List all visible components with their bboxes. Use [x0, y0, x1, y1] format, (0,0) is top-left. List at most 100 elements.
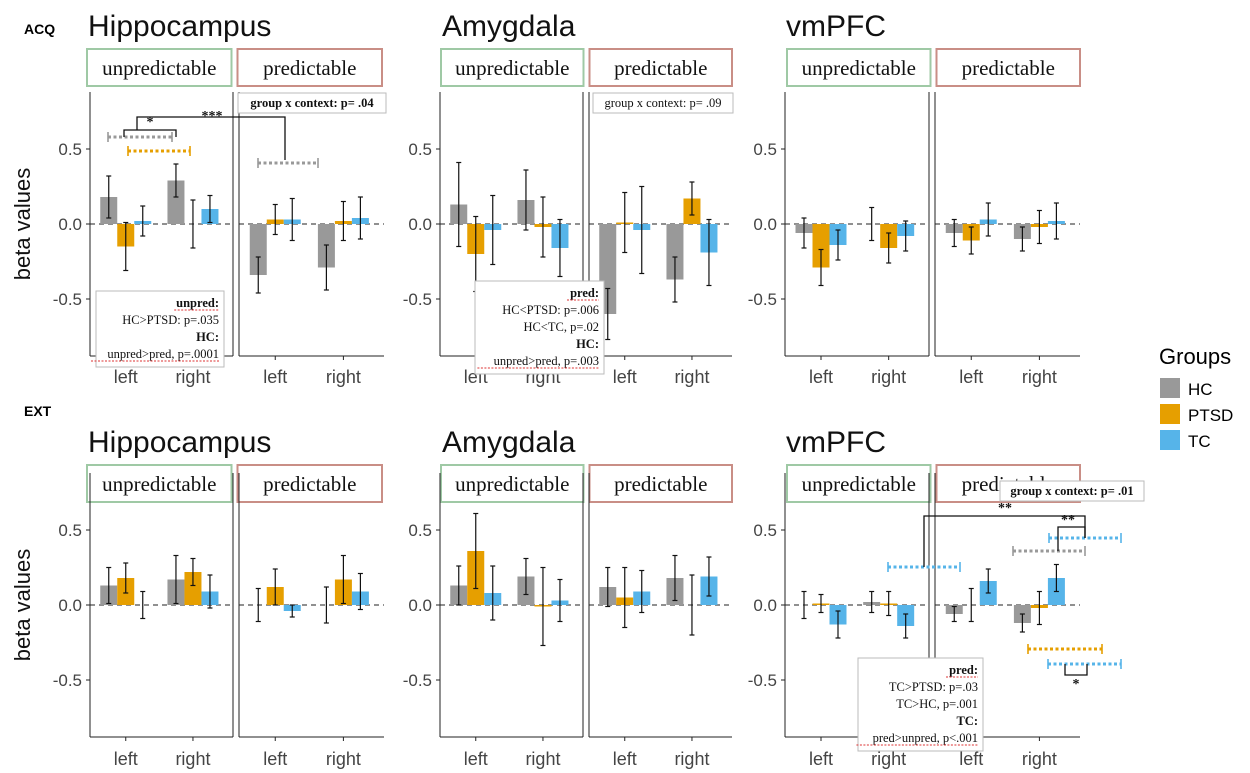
annotation-box: unpred: HC>PTSD: p=.035 HC: unpred>pred, p=…: [91, 290, 225, 368]
context-header-predictable: [935, 48, 1081, 87]
x-tick-label: left: [959, 367, 983, 387]
context-header-predictable: [236, 48, 383, 87]
annotation-line: group x context: p= .04: [250, 96, 374, 110]
bar-hc: [249, 224, 267, 275]
context-label-predictable: predictable: [962, 56, 1055, 80]
context-label-unpredictable: unpredictable: [802, 56, 916, 80]
legend-label-tc: TC: [1188, 432, 1211, 451]
annotation-line: HC:: [196, 330, 219, 344]
annotation-box: pred: HC<PTSD: p=.006 HC<TC, p=.02 HC: unpre…: [474, 280, 605, 375]
x-tick-label: left: [809, 367, 833, 387]
x-tick-label: right: [326, 367, 361, 387]
context-header-unpredictable: [786, 464, 932, 503]
panels: Hippocampus unpredictable predictable -0.5 0…: [10, 10, 1081, 769]
x-tick-label: right: [175, 749, 210, 769]
bar-hc: [666, 224, 684, 280]
y-tick-label: -0.5: [748, 671, 777, 690]
legend-swatch-tc: [1160, 430, 1180, 450]
y-tick-label: -0.5: [53, 671, 82, 690]
x-tick-label: right: [871, 367, 906, 387]
context-label-unpredictable: unpredictable: [802, 472, 916, 496]
annotation-box: group x context: p= .04: [237, 92, 387, 114]
significance-double-star: **: [1061, 513, 1075, 528]
annotation-line: unpred>pred, p=.003: [494, 354, 599, 368]
y-axis-label: beta values: [10, 549, 35, 662]
panel-ext-hippocampus: Hippocampus unpredictable predictable -0.5 0…: [10, 426, 384, 769]
annotation-line: pred>unpred, p<.001: [873, 731, 978, 745]
x-tick-label: right: [871, 749, 906, 769]
annotation-line: unpred:: [176, 296, 219, 310]
x-tick-label: right: [525, 749, 560, 769]
context-label-unpredictable: unpredictable: [102, 56, 216, 80]
context-label-predictable: predictable: [614, 472, 707, 496]
bracket-lower: [1064, 664, 1088, 676]
legend-title: Groups: [1159, 344, 1231, 369]
bar-ptsd: [812, 224, 830, 268]
y-tick-label: 0.5: [408, 140, 432, 159]
x-tick-label: left: [613, 367, 637, 387]
context-header-predictable: [588, 48, 733, 87]
significance-double-star: **: [998, 501, 1012, 516]
y-tick-label: 0.5: [753, 521, 777, 540]
x-tick-label: right: [175, 367, 210, 387]
bracket-lateral: [1057, 526, 1086, 551]
annotation-line: group x context: p= .01: [1010, 484, 1133, 498]
annotation-line: TC:: [956, 714, 978, 728]
context-label-unpredictable: unpredictable: [455, 56, 569, 80]
x-tick-label: right: [326, 749, 361, 769]
x-tick-label: left: [809, 749, 833, 769]
legend-swatch-ptsd: [1160, 404, 1180, 424]
annotation-line: pred:: [949, 663, 978, 677]
y-tick-label: 0.5: [58, 140, 82, 159]
panel-acq-amygdala: Amygdala unpredictable predictable -0.5 0.0 0…: [403, 10, 733, 387]
x-tick-label: left: [114, 749, 138, 769]
x-tick-label: left: [613, 749, 637, 769]
x-tick-label: left: [114, 367, 138, 387]
context-header-unpredictable: [440, 48, 585, 87]
context-label-predictable: predictable: [263, 472, 356, 496]
x-tick-label: right: [674, 367, 709, 387]
y-tick-label: -0.5: [53, 290, 82, 309]
annotation-line: TC>PTSD: p=.03: [889, 680, 978, 694]
x-tick-label: right: [1022, 367, 1057, 387]
legend-label-ptsd: PTSD: [1188, 406, 1233, 425]
panel-title: Hippocampus: [88, 10, 271, 43]
significance-triple-star: ***: [202, 109, 223, 124]
annotation-line: pred:: [570, 286, 599, 300]
significance-star: *: [147, 115, 154, 130]
panel-title: vmPFC: [786, 10, 886, 43]
annotation-line: HC>PTSD: p=.035: [122, 313, 219, 327]
annotation-line: TC>HC, p=.001: [896, 697, 978, 711]
context-header-unpredictable: [86, 464, 233, 503]
context-label-unpredictable: unpredictable: [102, 472, 216, 496]
annotation-box: group x context: p= .09: [592, 92, 734, 114]
annotation-frame: [95, 290, 225, 368]
y-tick-label: 0.0: [753, 596, 777, 615]
y-tick-label: -0.5: [748, 290, 777, 309]
legend-swatch-hc: [1160, 378, 1180, 398]
bracket-triple-star: [136, 116, 286, 160]
annotation-frame: [857, 657, 984, 752]
bar-hc: [167, 180, 185, 224]
significance-overlays: group x context: p= .04 unpred: HC>PTSD: p…: [91, 92, 1145, 752]
y-tick-label: 0.0: [408, 596, 432, 615]
x-tick-label: right: [1022, 749, 1057, 769]
panel-ext-vmpfc: vmPFCunpredictablepredictable-0.50.00.5l…: [748, 426, 1081, 769]
row-label-ext: EXT: [24, 403, 52, 419]
annotation-line: HC<PTSD: p=.006: [502, 303, 599, 317]
panel-acq-vmpfc: vmPFC unpredictable predictable -0.5 0.0 0.5 l…: [748, 10, 1081, 387]
y-axis-label: beta values: [10, 168, 35, 281]
legend-label-hc: HC: [1188, 380, 1213, 399]
annotation-box: group x context: p= .01: [999, 480, 1145, 502]
context-label-predictable: predictable: [614, 56, 707, 80]
annotation-frame: [474, 280, 605, 375]
y-tick-label: 0.0: [753, 215, 777, 234]
context-header-predictable: [588, 464, 733, 503]
y-tick-label: 0.5: [58, 521, 82, 540]
panel-ext-amygdala: Amygdala unpredictable predictable -0.5 0.0 0…: [403, 426, 733, 769]
context-header-unpredictable: [786, 48, 932, 87]
x-tick-label: right: [674, 749, 709, 769]
x-tick-label: left: [959, 749, 983, 769]
context-label-unpredictable: unpredictable: [455, 472, 569, 496]
